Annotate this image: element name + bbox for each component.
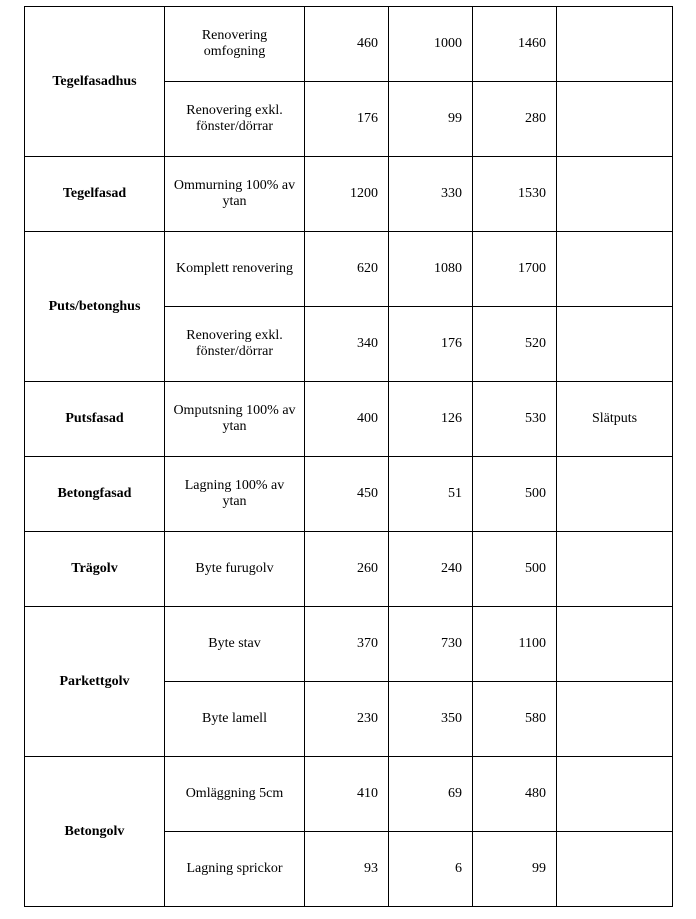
note-cell: Slätputs <box>557 382 673 457</box>
value-cell: 230 <box>305 682 389 757</box>
value-cell: 240 <box>389 532 473 607</box>
description-cell: Omläggning 5cm <box>165 757 305 832</box>
category-cell: Putsfasad <box>25 382 165 457</box>
note-cell <box>557 757 673 832</box>
description-cell: Byte stav <box>165 607 305 682</box>
value-cell: 450 <box>305 457 389 532</box>
category-cell: Trägolv <box>25 532 165 607</box>
value-cell: 330 <box>389 157 473 232</box>
value-cell: 730 <box>389 607 473 682</box>
note-cell <box>557 607 673 682</box>
note-cell <box>557 232 673 307</box>
note-cell <box>557 157 673 232</box>
description-cell: Byte furugolv <box>165 532 305 607</box>
value-cell: 500 <box>473 532 557 607</box>
value-cell: 126 <box>389 382 473 457</box>
description-cell: Omputsning 100% av ytan <box>165 382 305 457</box>
value-cell: 530 <box>473 382 557 457</box>
value-cell: 280 <box>473 82 557 157</box>
renovation-cost-table: TegelfasadhusRenovering omfogning4601000… <box>24 6 673 907</box>
value-cell: 370 <box>305 607 389 682</box>
table-row: Puts/betonghusKomplett renovering6201080… <box>25 232 673 307</box>
table-row: TrägolvByte furugolv260240500 <box>25 532 673 607</box>
table-row: BetongolvOmläggning 5cm41069480 <box>25 757 673 832</box>
description-cell: Byte lamell <box>165 682 305 757</box>
note-cell <box>557 532 673 607</box>
value-cell: 1460 <box>473 7 557 82</box>
value-cell: 99 <box>473 832 557 907</box>
note-cell <box>557 832 673 907</box>
category-cell: Puts/betonghus <box>25 232 165 382</box>
value-cell: 410 <box>305 757 389 832</box>
value-cell: 520 <box>473 307 557 382</box>
table-row: PutsfasadOmputsning 100% av ytan40012653… <box>25 382 673 457</box>
description-cell: Ommurning 100% av ytan <box>165 157 305 232</box>
category-cell: Parkettgolv <box>25 607 165 757</box>
note-cell <box>557 457 673 532</box>
table-row: TegelfasadhusRenovering omfogning4601000… <box>25 7 673 82</box>
value-cell: 460 <box>305 7 389 82</box>
note-cell <box>557 82 673 157</box>
value-cell: 1530 <box>473 157 557 232</box>
description-cell: Renovering exkl. fönster/dörrar <box>165 82 305 157</box>
description-cell: Renovering omfogning <box>165 7 305 82</box>
description-cell: Lagning sprickor <box>165 832 305 907</box>
category-cell: Betongolv <box>25 757 165 907</box>
value-cell: 69 <box>389 757 473 832</box>
value-cell: 480 <box>473 757 557 832</box>
description-cell: Renovering exkl. fönster/dörrar <box>165 307 305 382</box>
value-cell: 400 <box>305 382 389 457</box>
value-cell: 1700 <box>473 232 557 307</box>
value-cell: 176 <box>389 307 473 382</box>
category-cell: Tegelfasad <box>25 157 165 232</box>
table-row: BetongfasadLagning 100% av ytan45051500 <box>25 457 673 532</box>
note-cell <box>557 682 673 757</box>
description-cell: Lagning 100% av ytan <box>165 457 305 532</box>
value-cell: 350 <box>389 682 473 757</box>
value-cell: 260 <box>305 532 389 607</box>
description-cell: Komplett renovering <box>165 232 305 307</box>
value-cell: 620 <box>305 232 389 307</box>
value-cell: 580 <box>473 682 557 757</box>
value-cell: 1000 <box>389 7 473 82</box>
value-cell: 99 <box>389 82 473 157</box>
value-cell: 51 <box>389 457 473 532</box>
table-row: TegelfasadOmmurning 100% av ytan12003301… <box>25 157 673 232</box>
table-row: ParkettgolvByte stav3707301100 <box>25 607 673 682</box>
category-cell: Betongfasad <box>25 457 165 532</box>
note-cell <box>557 7 673 82</box>
value-cell: 6 <box>389 832 473 907</box>
value-cell: 500 <box>473 457 557 532</box>
value-cell: 1200 <box>305 157 389 232</box>
value-cell: 340 <box>305 307 389 382</box>
value-cell: 1100 <box>473 607 557 682</box>
value-cell: 1080 <box>389 232 473 307</box>
value-cell: 93 <box>305 832 389 907</box>
value-cell: 176 <box>305 82 389 157</box>
category-cell: Tegelfasadhus <box>25 7 165 157</box>
note-cell <box>557 307 673 382</box>
